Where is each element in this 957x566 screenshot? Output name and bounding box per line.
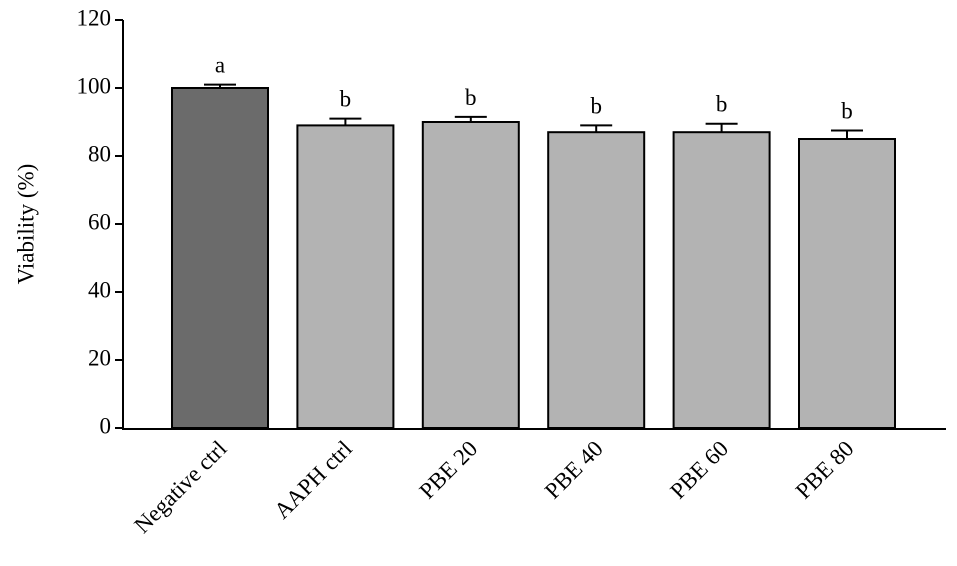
- significance-letter: b: [340, 87, 352, 112]
- x-tick-label: AAPH ctrl: [269, 436, 357, 524]
- x-tick-label: PBE 80: [791, 436, 859, 504]
- bar: [798, 138, 896, 429]
- bar: [421, 121, 520, 429]
- y-axis-label: Viability (%): [13, 164, 38, 285]
- x-tick-label: PBE 40: [540, 436, 608, 504]
- y-tick-label: 80: [88, 141, 111, 166]
- bar: [547, 131, 646, 429]
- bar: [296, 124, 395, 430]
- x-tick-label: Negative ctrl: [129, 436, 231, 538]
- x-tick-label: PBE 60: [665, 436, 733, 504]
- significance-letter: b: [465, 85, 477, 110]
- y-tick-label: 120: [77, 5, 112, 30]
- significance-letter: b: [716, 92, 728, 117]
- significance-letter: b: [841, 99, 853, 124]
- y-tick-label: 60: [88, 209, 111, 234]
- y-tick-label: 0: [100, 413, 112, 438]
- bar: [171, 87, 269, 429]
- y-tick-label: 100: [77, 73, 112, 98]
- significance-letter: b: [590, 93, 602, 118]
- bar: [672, 131, 771, 429]
- y-tick-label: 20: [88, 345, 111, 370]
- y-tick-label: 40: [88, 277, 111, 302]
- significance-letter: a: [215, 53, 225, 78]
- x-tick-label: PBE 20: [414, 436, 482, 504]
